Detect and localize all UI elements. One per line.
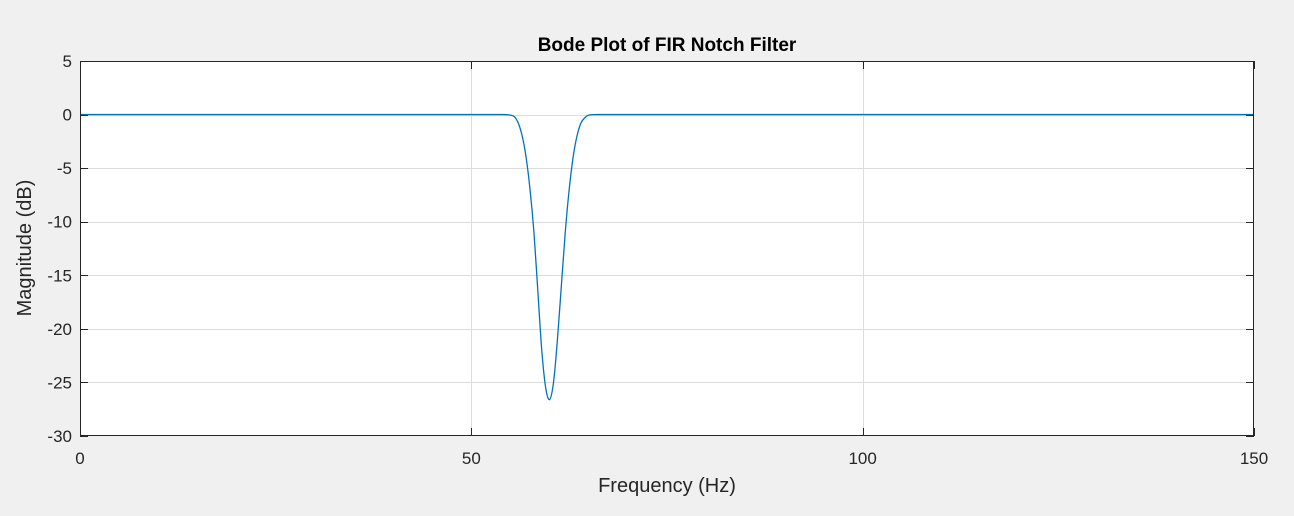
x-tick-label: 150 xyxy=(1240,449,1268,468)
y-tick-label: -15 xyxy=(47,266,72,285)
y-tick-label: -5 xyxy=(57,159,72,178)
chart-title: Bode Plot of FIR Notch Filter xyxy=(538,35,797,56)
y-tick-label: -30 xyxy=(47,427,72,446)
plot-area xyxy=(80,61,1254,436)
y-tick-label: 5 xyxy=(63,52,72,71)
grid xyxy=(80,61,1254,436)
x-tick-label: 50 xyxy=(462,449,481,468)
x-tick-label: 100 xyxy=(848,449,876,468)
plot-frame xyxy=(80,61,1254,436)
y-tick-label: 0 xyxy=(63,106,72,125)
x-axis-label: Frequency (Hz) xyxy=(598,475,736,497)
y-tick-label: -25 xyxy=(47,373,72,392)
magnitude-series-line xyxy=(79,113,1254,401)
series-layer xyxy=(79,113,1254,401)
y-tick-label: -10 xyxy=(47,213,72,232)
x-tick-label: 0 xyxy=(75,449,84,468)
y-axis-label: Magnitude (dB) xyxy=(14,180,36,317)
y-tick-label: -20 xyxy=(47,320,72,339)
